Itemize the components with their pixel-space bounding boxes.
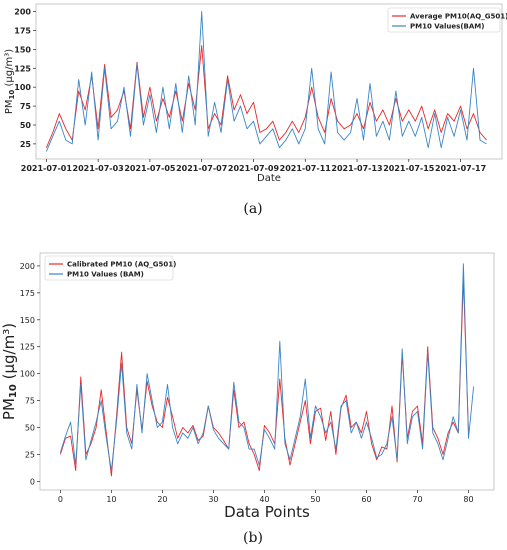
chart-b-y-tick-label: 0: [30, 477, 35, 486]
chart-b-y-label-sub: 10: [8, 384, 19, 398]
chart-b-x-tick-label: 30: [208, 495, 218, 504]
chart-a-y-tick-label: 150: [14, 45, 31, 54]
chart-b-x-tick-label: 60: [361, 495, 371, 504]
chart-b-series-red-line: [59, 278, 469, 477]
chart-b-legend-label: PM10 Values (BAM): [67, 271, 144, 279]
chart-b-y-tick-label: 50: [25, 424, 35, 433]
chart-a-x-tick-label: 2021-07-01: [21, 164, 73, 173]
chart-b-y-label-unit: (μg/m³): [0, 323, 18, 384]
chart-a-y-ticks: 25 50 75 100 125 150 175 200: [14, 8, 36, 149]
chart-a-x-axis-label: Date: [257, 173, 281, 184]
chart-b-legend-label: Calibrated PM10 (AQ_G501): [67, 261, 176, 269]
chart-b-x-tick-label: 50: [310, 495, 320, 504]
chart-a-series: [45, 11, 487, 152]
chart-b-frame: [39, 252, 495, 491]
chart-a-x-tick-label: 2021-07-17: [435, 164, 486, 173]
chart-b-x-tick-label: 40: [259, 495, 269, 504]
chart-b-x-ticks: 0 10 20 30 40 50 60 70 80: [58, 490, 474, 504]
chart-a-x-tick-label: 2021-07-07: [176, 164, 227, 173]
chart-a-y-tick-label: 125: [14, 64, 31, 73]
chart-a-x-ticks: 2021-07-01 2021-07-03 2021-07-05 2021-07-07…: [21, 159, 486, 173]
chart-a-legend-label: PM10 Values(BAM): [410, 23, 484, 31]
chart-b-y-tick-label: 25: [25, 450, 35, 459]
chart-a-y-tick-label: 200: [14, 8, 31, 17]
chart-a-y-tick-label: 50: [20, 121, 32, 130]
chart-a-legend-box: [387, 7, 501, 33]
chart-a-y-tick-label: 175: [14, 26, 31, 35]
chart-b-legend: Calibrated PM10 (AQ_G501) PM10 Values (BA…: [44, 255, 176, 281]
chart-b-legend-box: [44, 255, 174, 281]
chart-a-series-blue-line: [45, 11, 487, 152]
chart-b-x-tick-label: 10: [106, 495, 116, 504]
chart-b-y-tick-label: 200: [20, 262, 35, 271]
chart-b-series-blue-line: [59, 263, 475, 472]
chart-b-y-ticks: 0 25 50 75 100 125 150 175 200: [20, 262, 40, 486]
panel-label-a: (a): [243, 201, 262, 217]
chart-a-x-tick-label: 2021-07-03: [73, 164, 124, 173]
chart-b-x-tick-label: 70: [412, 495, 422, 504]
chart-a-x-tick-label: 2021-07-13: [331, 164, 382, 173]
chart-b-x-tick-label: 80: [463, 495, 473, 504]
chart-a-y-label-sub: 10: [8, 90, 16, 100]
chart-b-y-tick-label: 175: [20, 289, 35, 298]
chart-b-x-tick-label: 20: [157, 495, 167, 504]
chart-b: 0 25 50 75 100 125 150 175 200 0 10 20 30 40 50 60 70 80…: [0, 252, 495, 546]
chart-b-y-tick-label: 125: [20, 343, 35, 352]
chart-a-x-tick-label: 2021-07-15: [383, 164, 435, 173]
chart-a-y-label-unit: (μg/m³): [4, 49, 15, 90]
chart-b-y-axis-label: PM10 (μg/m³): [0, 323, 19, 420]
chart-b-y-tick-label: 75: [25, 397, 35, 406]
chart-b-x-axis-label: Data Points: [224, 503, 310, 521]
chart-a-y-tick-label: 100: [14, 83, 31, 92]
chart-a-legend: Average PM10(AQ_G501) PM10 Values(BAM): [387, 7, 507, 33]
chart-b-series: [59, 263, 475, 477]
chart-a-y-label-main: PM: [4, 99, 15, 114]
chart-a-x-tick-label: 2021-07-11: [280, 164, 332, 173]
chart-a-y-tick-label: 75: [20, 102, 32, 111]
panel-label-b: (b): [243, 530, 263, 546]
chart-a-x-tick-label: 2021-07-09: [228, 164, 280, 173]
chart-a-series-red-line: [45, 45, 487, 148]
chart-b-x-tick-label: 0: [58, 495, 63, 504]
chart-a-frame: [35, 3, 503, 160]
chart-a-y-axis-label: PM10 (μg/m³): [4, 49, 16, 114]
chart-b-y-label-main: PM: [0, 398, 18, 420]
chart-a-y-tick-label: 25: [20, 140, 32, 149]
chart-b-y-tick-label: 150: [20, 316, 35, 325]
chart-b-y-tick-label: 100: [20, 370, 35, 379]
chart-a-legend-label: Average PM10(AQ_G501): [410, 13, 507, 21]
chart-a-x-tick-label: 2021-07-05: [124, 164, 176, 173]
